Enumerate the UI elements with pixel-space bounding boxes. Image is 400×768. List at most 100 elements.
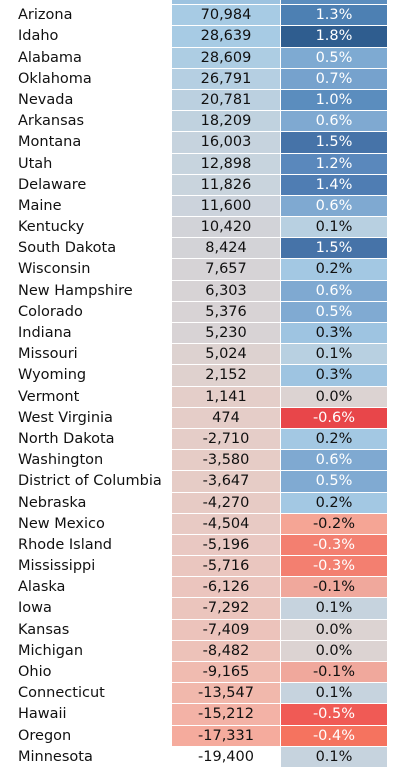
percent-cell: 0.6% xyxy=(281,280,387,302)
percent-cell: 0.7% xyxy=(281,68,387,90)
table-row: North Dakota -2,710 0.2% xyxy=(0,428,400,451)
percent-cell: 1.3% xyxy=(281,5,387,27)
state-name-cell: Idaho xyxy=(18,28,59,45)
value-cell: -5,716 xyxy=(172,556,281,578)
value-cell: -8,482 xyxy=(172,640,281,662)
value-cell: 16,003 xyxy=(172,132,281,154)
percent-cell: -0.1% xyxy=(281,577,387,599)
percent-cell: 0.6% xyxy=(281,450,387,472)
value-cell: 28,609 xyxy=(172,47,281,69)
percent-cell: 0.5% xyxy=(281,301,387,323)
table-row: Vermont 1,141 0.0% xyxy=(0,386,400,408)
percent-cell: -0.5% xyxy=(281,704,387,726)
table-row: Missouri 5,024 0.1% xyxy=(0,344,400,366)
percent-cell: 0.2% xyxy=(281,428,387,451)
value-cell: -3,647 xyxy=(172,471,281,493)
value-cell: 28,639 xyxy=(172,26,281,48)
state-name-cell: Wisconsin xyxy=(18,261,91,278)
state-name-cell: South Dakota xyxy=(18,240,117,257)
value-cell: -17,331 xyxy=(172,725,281,747)
value-cell: 11,600 xyxy=(172,195,281,218)
state-name-cell: Arizona xyxy=(18,7,73,24)
percent-cell: 1.2% xyxy=(281,153,387,175)
state-name-cell: Indiana xyxy=(18,325,72,341)
state-name-cell: Washington xyxy=(18,452,104,469)
value-cell: 12,898 xyxy=(172,153,281,175)
percent-cell: 1.0% xyxy=(281,89,387,112)
table-row: Rhode Island -5,196 -0.3% xyxy=(0,534,400,557)
state-name-cell: North Dakota xyxy=(18,430,115,447)
state-name-cell: West Virginia xyxy=(18,409,113,426)
value-cell: 18,209 xyxy=(172,111,281,133)
value-cell: -2,710 xyxy=(172,428,281,451)
value-cell: 5,376 xyxy=(172,301,281,323)
table-row: Nevada 20,781 1.0% xyxy=(0,89,400,112)
value-cell: 6,303 xyxy=(172,280,281,302)
table-row: Alabama 28,609 0.5% xyxy=(0,47,400,69)
value-cell: -7,409 xyxy=(172,619,281,641)
value-cell: -13,547 xyxy=(172,683,281,705)
percent-cell: 0.0% xyxy=(281,619,387,641)
table-row: Wyoming 2,152 0.3% xyxy=(0,365,400,387)
state-name-cell: Kansas xyxy=(18,621,70,638)
state-name-cell: District of Columbia xyxy=(18,473,162,490)
percent-cell: 0.3% xyxy=(281,323,387,345)
percent-cell: 0.3% xyxy=(281,365,387,387)
state-name-cell: Kentucky xyxy=(18,219,85,236)
state-name-cell: Connecticut xyxy=(18,685,105,702)
table-row: Arizona 70,984 1.3% xyxy=(0,5,400,27)
state-name-cell: Michigan xyxy=(18,642,84,659)
state-name-cell: Hawaii xyxy=(18,706,67,723)
state-name-cell: Missouri xyxy=(18,346,78,363)
table-row: Arkansas 18,209 0.6% xyxy=(0,111,400,133)
table-row: Wisconsin 7,657 0.2% xyxy=(0,259,400,281)
table-row: South Dakota 8,424 1.5% xyxy=(0,238,400,260)
percent-cell: 0.0% xyxy=(281,386,387,408)
state-name-cell: Arkansas xyxy=(18,113,85,130)
percent-cell: 0.2% xyxy=(281,259,387,281)
state-name-cell: Iowa xyxy=(18,600,52,617)
value-cell: 70,984 xyxy=(172,5,281,27)
table-row: New Hampshire 6,303 0.6% xyxy=(0,280,400,302)
value-cell: 5,230 xyxy=(172,323,281,345)
table-row: Washington -3,580 0.6% xyxy=(0,450,400,472)
state-name-cell: Wyoming xyxy=(18,367,87,384)
value-cell: 11,826 xyxy=(172,174,281,196)
state-name-cell: New Hampshire xyxy=(18,282,133,299)
state-name-cell: Nebraska xyxy=(18,494,87,511)
percent-cell: 0.1% xyxy=(281,217,387,239)
value-cell: -5,196 xyxy=(172,534,281,557)
percent-cell: -0.3% xyxy=(281,534,387,557)
value-cell: 2,152 xyxy=(172,365,281,387)
table-row: Delaware 11,826 1.4% xyxy=(0,174,400,196)
percent-cell: 0.5% xyxy=(281,47,387,69)
table-row: New Mexico -4,504 -0.2% xyxy=(0,513,400,535)
state-name-cell: Ohio xyxy=(18,664,52,680)
state-name-cell: Delaware xyxy=(18,176,87,193)
percent-cell: -0.4% xyxy=(281,725,387,747)
state-name-cell: Mississippi xyxy=(18,558,96,575)
table-row: Kansas -7,409 0.0% xyxy=(0,619,400,641)
table-row: Idaho 28,639 1.8% xyxy=(0,26,400,48)
percent-cell: -0.1% xyxy=(281,662,387,684)
value-cell: -7,292 xyxy=(172,598,281,620)
percent-cell: 1.8% xyxy=(281,26,387,48)
percent-cell: -0.3% xyxy=(281,556,387,578)
percent-cell: -0.2% xyxy=(281,513,387,535)
value-cell: 26,791 xyxy=(172,68,281,90)
table-row xyxy=(0,0,400,6)
state-name-cell: Utah xyxy=(18,155,53,172)
table-row: District of Columbia -3,647 0.5% xyxy=(0,471,400,493)
state-name-cell: Rhode Island xyxy=(18,536,113,553)
percent-cell: 0.5% xyxy=(281,471,387,493)
value-cell: -3,580 xyxy=(172,450,281,472)
table-row: West Virginia 474 -0.6% xyxy=(0,407,400,429)
percent-cell: 0.0% xyxy=(281,640,387,662)
value-cell: 10,420 xyxy=(172,217,281,239)
table-row: Oklahoma 26,791 0.7% xyxy=(0,68,400,90)
percent-cell: 1.4% xyxy=(281,174,387,196)
table-row: Oregon -17,331 -0.4% xyxy=(0,725,400,747)
table-row: Ohio -9,165 -0.1% xyxy=(0,662,400,684)
table-row: Iowa -7,292 0.1% xyxy=(0,598,400,620)
